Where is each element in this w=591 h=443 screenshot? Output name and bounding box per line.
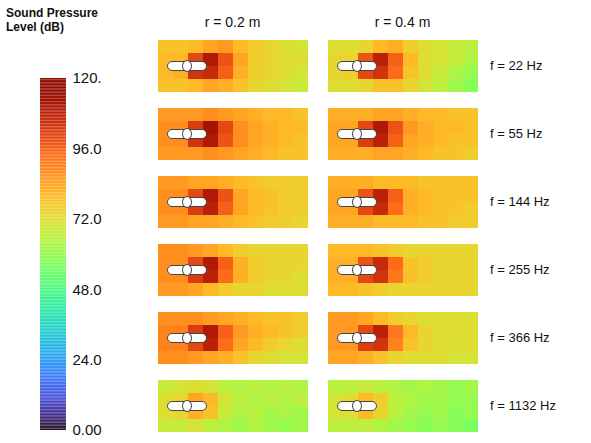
html-text:r = 0.4 m: r = 0.4 m [374,14,431,30]
html-text:f = 366 Hz: f = 366 Hz [490,330,550,345]
html-text:r = 0.2 m: r = 0.2 m [204,14,261,30]
svg-text:48.0: 48.0 [73,281,102,298]
html-text:f = 255 Hz: f = 255 Hz [490,262,550,277]
html-text:f = 55 Hz: f = 55 Hz [490,126,543,141]
svg-text:120.: 120. [73,69,102,86]
svg-text:24.0: 24.0 [73,351,102,368]
html-text:f = 22 Hz: f = 22 Hz [490,58,543,73]
html-text:f = 144 Hz: f = 144 Hz [490,194,550,209]
html-text:Sound Pressure Level (dB): Sound Pressure Level (dB) [6,6,98,34]
svg-text:0.00: 0.00 [73,421,102,438]
svg-text:96.0: 96.0 [73,140,102,157]
html-text:f = 1132 Hz: f = 1132 Hz [490,398,556,413]
svg-text:72.0: 72.0 [73,210,102,227]
